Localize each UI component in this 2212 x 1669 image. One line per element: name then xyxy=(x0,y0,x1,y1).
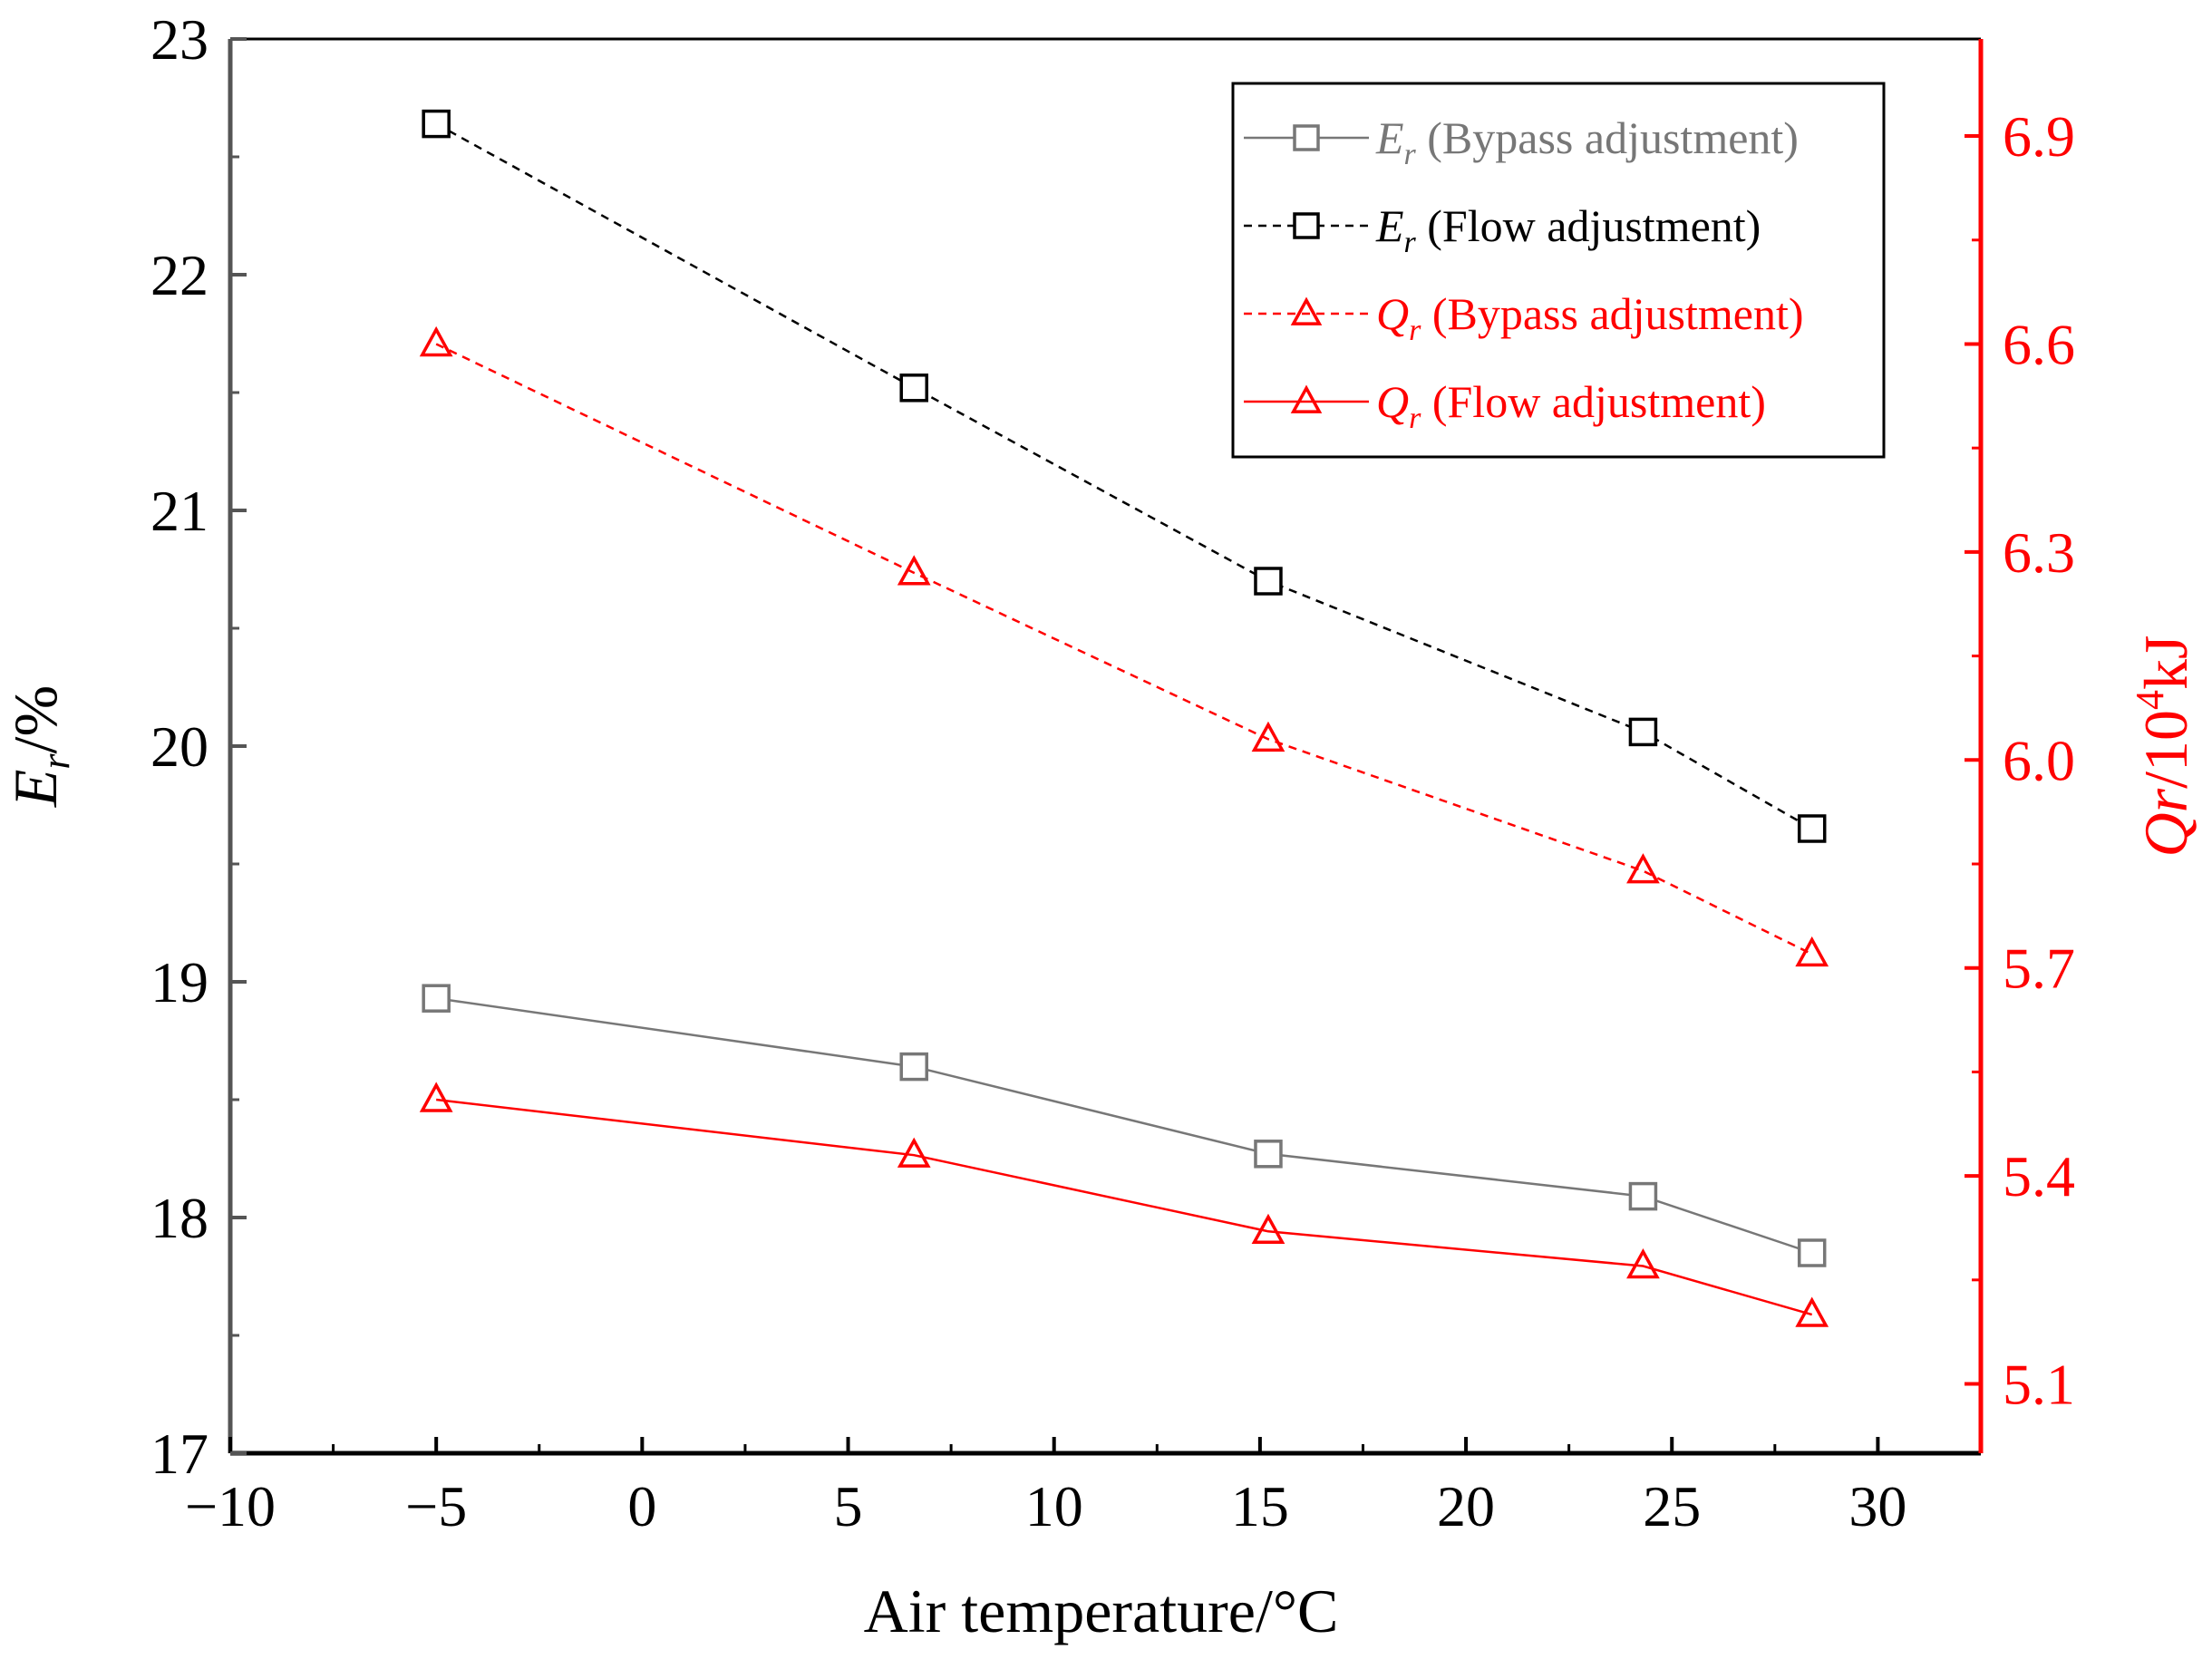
x-tick-label: 15 xyxy=(1231,1474,1289,1538)
legend-text: (Bypass adjustment) xyxy=(1416,112,1799,163)
legend-subscript: r xyxy=(1404,226,1417,259)
y-tick-label: 22 xyxy=(150,243,209,307)
x-tick-label: 0 xyxy=(627,1474,656,1538)
y-axis-right-unit-exponent: 4 xyxy=(2128,690,2172,710)
legend-symbol: Q xyxy=(1376,288,1409,339)
y-axis-right-symbol: Qr xyxy=(2131,788,2200,857)
y-tick-label: 23 xyxy=(150,7,209,72)
legend-subscript: r xyxy=(1409,314,1421,347)
data-point-qr-bypass-0 xyxy=(419,325,453,357)
data-point-qr-flow-0 xyxy=(419,1082,453,1112)
y-axis-right-title: Qr/104kJ xyxy=(2128,636,2200,858)
legend-text: (Flow adjustment) xyxy=(1416,200,1761,251)
data-point-er-bypass-0 xyxy=(422,984,451,1013)
y2-tick-label: 5.7 xyxy=(2003,936,2075,1001)
data-point-er-flow-4 xyxy=(1797,814,1827,843)
legend-label-er-bypass: Er (Bypass adjustment) xyxy=(1375,112,1799,171)
data-point-qr-bypass-3 xyxy=(1626,853,1660,884)
y2-tick-label: 6.9 xyxy=(2003,104,2075,169)
legend-item-er-bypass: Er (Bypass adjustment) xyxy=(1244,112,1799,171)
legend-text: (Flow adjustment) xyxy=(1421,376,1766,427)
legend-marker-qr-flow xyxy=(1290,384,1323,413)
y2-tick-label: 6.0 xyxy=(2003,728,2075,792)
legend-label-qr-bypass: Qr (Bypass adjustment) xyxy=(1376,288,1804,347)
x-tick-label: 10 xyxy=(1025,1474,1083,1538)
y-axis-right-unit-suffix: kJ xyxy=(2131,636,2200,690)
legend-symbol: E xyxy=(1375,200,1404,251)
x-tick-label: −10 xyxy=(185,1474,276,1538)
data-point-er-flow-0 xyxy=(422,109,451,139)
y-tick-label: 20 xyxy=(150,714,209,779)
data-point-qr-bypass-2 xyxy=(1251,721,1285,752)
y-axis-left-subscript: r xyxy=(34,753,78,770)
y-axis-left-unit: /% xyxy=(1,685,70,754)
data-point-er-flow-3 xyxy=(1628,717,1658,747)
series-er-flow xyxy=(422,109,1827,843)
y2-tick-label: 5.4 xyxy=(2003,1144,2075,1208)
y-tick-label: 19 xyxy=(150,950,209,1014)
data-point-qr-flow-4 xyxy=(1795,1296,1829,1327)
x-tick-label: 20 xyxy=(1437,1474,1495,1538)
y-tick-label: 17 xyxy=(150,1422,209,1486)
x-axis-title: Air temperature/°C xyxy=(864,1577,1339,1645)
data-point-qr-bypass-1 xyxy=(897,555,931,586)
y-axis-left-symbol: E xyxy=(1,770,70,809)
data-point-qr-flow-3 xyxy=(1626,1247,1660,1279)
legend-marker-qr-bypass xyxy=(1290,296,1323,325)
y2-tick-label: 6.6 xyxy=(2003,312,2075,376)
series-line-er-bypass xyxy=(435,996,1813,1255)
data-point-er-flow-1 xyxy=(899,374,928,403)
legend-symbol: Q xyxy=(1376,376,1409,427)
legend: Er (Bypass adjustment)Er (Flow adjustmen… xyxy=(1231,82,1886,459)
series-er-bypass xyxy=(422,984,1827,1267)
series-qr-flow xyxy=(419,1082,1829,1327)
plot-lines xyxy=(419,109,1829,1327)
series-line-qr-flow xyxy=(436,1098,1813,1316)
data-point-er-flow-2 xyxy=(1254,567,1283,596)
legend-subscript: r xyxy=(1409,402,1421,435)
legend-label-er-flow: Er (Flow adjustment) xyxy=(1375,200,1761,259)
data-point-qr-flow-1 xyxy=(897,1137,931,1168)
x-tick-label: 5 xyxy=(834,1474,863,1538)
axes: −10 −5 0 5 10 15 20 25 30 17 18 19 20 21 22 23 5.1 5.4 5.7… xyxy=(150,7,2075,1538)
legend-item-qr-flow: Qr (Flow adjustment) xyxy=(1244,376,1766,435)
x-tick-label: 25 xyxy=(1643,1474,1701,1538)
y-tick-label: 21 xyxy=(150,479,209,543)
data-point-er-bypass-2 xyxy=(1254,1140,1283,1169)
series-qr-bypass xyxy=(419,325,1829,967)
data-point-qr-bypass-4 xyxy=(1795,936,1829,967)
y2-tick-label: 5.1 xyxy=(2003,1353,2075,1417)
data-point-er-bypass-4 xyxy=(1797,1238,1827,1267)
series-line-qr-bypass xyxy=(435,343,1813,956)
data-point-er-bypass-3 xyxy=(1628,1181,1658,1211)
legend-box xyxy=(1231,82,1886,459)
y-tick-label: 18 xyxy=(150,1186,209,1250)
y-axis-right-unit-prefix: /10 xyxy=(2131,710,2200,789)
x-tick-label: 30 xyxy=(1848,1474,1906,1538)
legend-marker-er-flow xyxy=(1293,212,1320,239)
y2-tick-label: 6.3 xyxy=(2003,520,2075,585)
legend-item-qr-bypass: Qr (Bypass adjustment) xyxy=(1244,288,1804,347)
data-point-qr-flow-2 xyxy=(1251,1213,1285,1245)
legend-symbol: E xyxy=(1375,112,1404,163)
data-point-er-bypass-1 xyxy=(899,1052,928,1082)
legend-label-qr-flow: Qr (Flow adjustment) xyxy=(1376,376,1766,435)
axis-titles: Air temperature/°C Er/% Qr/104kJ xyxy=(1,636,2200,1645)
x-tick-label: −5 xyxy=(405,1474,467,1538)
y-axis-left-title: Er/% xyxy=(1,685,78,808)
legend-marker-er-bypass xyxy=(1293,124,1320,151)
legend-text: (Bypass adjustment) xyxy=(1421,288,1803,339)
legend-item-er-flow: Er (Flow adjustment) xyxy=(1244,200,1761,259)
legend-subscript: r xyxy=(1404,138,1417,171)
